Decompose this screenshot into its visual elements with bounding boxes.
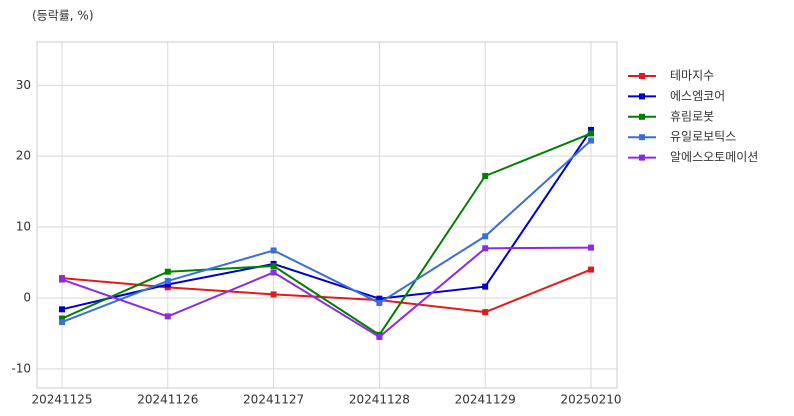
point <box>482 173 489 180</box>
legend-marker <box>639 73 645 79</box>
point <box>588 130 594 137</box>
point <box>59 315 65 322</box>
legend-label: 테마지수 <box>670 69 714 83</box>
x-tick-label: 20241128 <box>349 393 410 407</box>
point <box>164 277 171 284</box>
point <box>588 244 594 251</box>
point <box>588 137 594 144</box>
series-line <box>61 268 592 314</box>
point <box>270 269 277 276</box>
point <box>59 319 65 326</box>
x-tick-label: 20241127 <box>243 393 304 407</box>
series-line <box>61 246 592 339</box>
point <box>164 313 171 320</box>
point <box>482 283 489 290</box>
series-line <box>61 132 592 337</box>
point <box>376 333 383 340</box>
x-tick-label: 20241125 <box>31 393 92 407</box>
point <box>164 268 171 275</box>
point <box>270 247 277 254</box>
plot-frame <box>36 41 618 389</box>
legend-label: 알에스오토메이션 <box>670 150 758 164</box>
legend-label: 유일로보틱스 <box>670 130 736 144</box>
point <box>482 233 489 240</box>
point <box>270 291 277 298</box>
legend-marker <box>639 134 645 141</box>
legend-marker <box>639 113 645 120</box>
x-tick-label: 20250210 <box>560 393 621 407</box>
legend-label: 휴림로봇 <box>670 109 714 123</box>
legend-label: 에스엠코어 <box>670 89 725 103</box>
x-tick-label: 20241126 <box>137 393 198 407</box>
point <box>376 295 383 302</box>
y-tick-label: 0 <box>23 290 31 304</box>
y-tick-label: 30 <box>16 78 31 92</box>
point <box>270 263 277 270</box>
y-tick-label: -10 <box>11 361 31 375</box>
point <box>482 245 489 252</box>
y-axis-label: (등락률, %) <box>32 9 94 23</box>
y-tick-label: 10 <box>16 220 31 234</box>
x-tick-label: 20241129 <box>455 393 516 407</box>
legend-marker <box>639 93 645 100</box>
point <box>482 309 489 316</box>
point <box>588 126 594 133</box>
point <box>59 276 65 283</box>
y-tick-label: 20 <box>16 149 31 163</box>
point <box>164 281 171 288</box>
legend-marker <box>639 154 645 161</box>
point <box>59 306 65 313</box>
series-line <box>61 139 592 323</box>
point <box>376 299 383 306</box>
point <box>588 266 594 273</box>
